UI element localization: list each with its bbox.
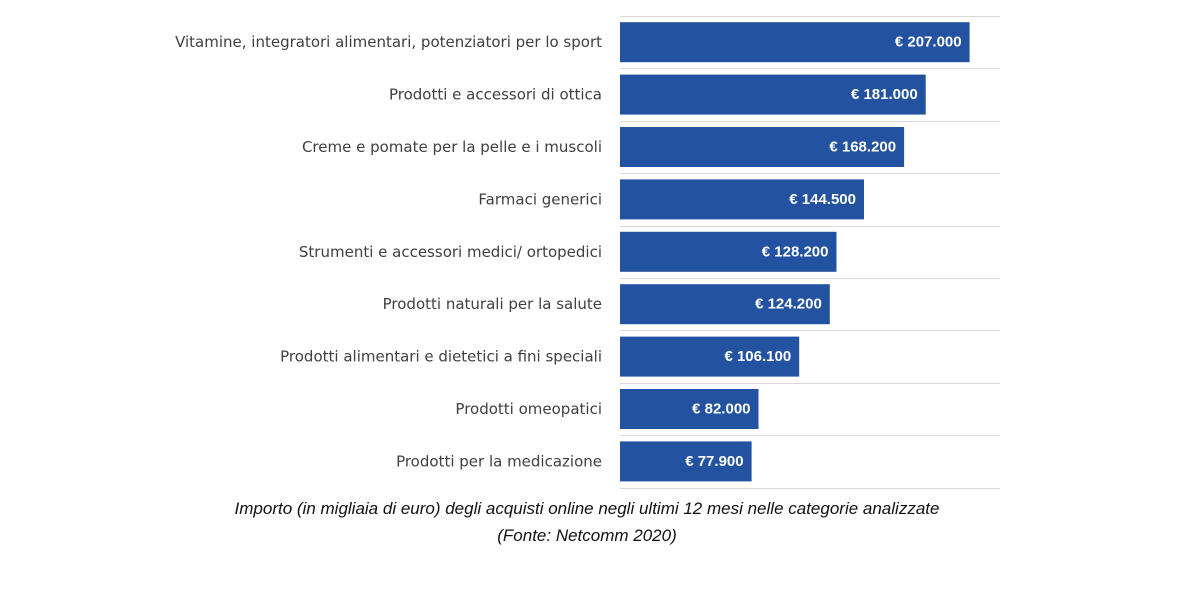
bar-value-label: € 207.000 [895, 34, 962, 51]
category-label: Vitamine, integratori alimentari, potenz… [175, 33, 602, 51]
bar-value-label: € 124.200 [755, 296, 822, 313]
bar [620, 179, 864, 220]
category-label: Farmaci generici [478, 190, 602, 208]
category-label: Prodotti e accessori di ottica [389, 86, 602, 104]
chart-caption: Importo (in migliaia di euro) degli acqu… [234, 499, 940, 518]
bar-value-label: € 106.100 [724, 348, 791, 365]
bars [620, 22, 970, 482]
chart-source: (Fonte: Netcomm 2020) [497, 526, 677, 545]
bar [620, 336, 800, 377]
category-label: Prodotti naturali per la salute [383, 295, 602, 313]
bar-value-label: € 181.000 [851, 86, 918, 103]
bar-chart: Vitamine, integratori alimentari, potenz… [175, 16, 1000, 489]
bar [620, 22, 970, 63]
bar [620, 284, 830, 325]
category-label: Creme e pomate per la pelle e i muscoli [302, 138, 602, 156]
bar [620, 441, 752, 482]
category-label: Strumenti e accessori medici/ ortopedici [299, 243, 602, 261]
value-labels: € 207.000 € 181.000 € 168.200 € 144.500 € 12… [685, 34, 961, 470]
bar [620, 389, 759, 429]
bar-value-label: € 168.200 [829, 139, 896, 156]
bar-value-label: € 144.500 [789, 191, 856, 208]
bar [620, 74, 926, 115]
bar [620, 231, 837, 272]
bar [620, 127, 905, 167]
bar-value-label: € 77.900 [685, 453, 743, 470]
category-labels: Vitamine, integratori alimentari, potenz… [175, 33, 602, 470]
category-label: Prodotti per la medicazione [396, 452, 602, 470]
category-label: Prodotti alimentari e dietetici a fini s… [280, 348, 602, 366]
category-label: Prodotti omeopatici [455, 400, 602, 418]
grid-lines [620, 16, 1000, 489]
bar-value-label: € 82.000 [692, 401, 750, 418]
bar-value-label: € 128.200 [762, 243, 829, 260]
